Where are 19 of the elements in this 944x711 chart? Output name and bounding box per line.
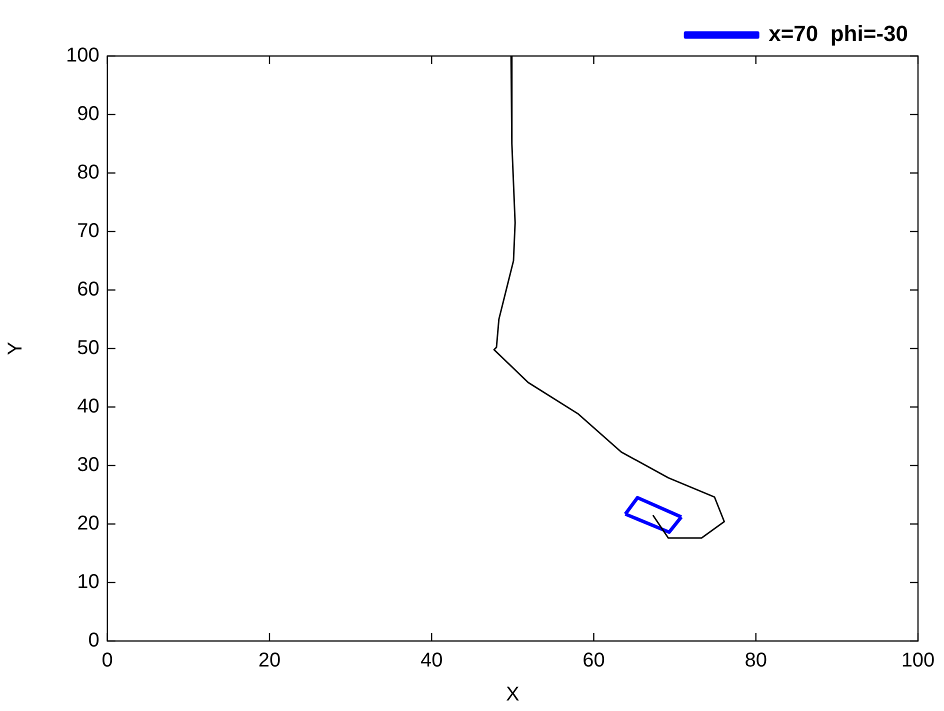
x-tick-label: 60: [582, 650, 605, 672]
y-tick-label: 90: [77, 103, 100, 126]
y-tick-label: 50: [77, 337, 100, 360]
legend-label: x=70 phi=-30: [768, 21, 908, 46]
y-tick-label: 60: [77, 278, 100, 301]
y-tick-label: 40: [77, 396, 100, 418]
y-tick-label: 10: [77, 571, 100, 594]
x-tick-label: 20: [258, 650, 281, 672]
x-tick-label: 80: [744, 650, 767, 672]
y-tick-label: 70: [77, 220, 100, 242]
y-tick-label: 20: [77, 512, 100, 535]
x-tick-label: 40: [420, 650, 443, 672]
y-tick-label: 100: [66, 44, 100, 67]
y-tick-label: 30: [77, 454, 100, 476]
y-tick-label: 0: [88, 630, 100, 652]
y-axis-title: Y: [4, 342, 27, 356]
y-tick-label: 80: [77, 162, 100, 184]
x-tick-label: 100: [901, 650, 935, 672]
x-axis-title: X: [506, 684, 520, 706]
